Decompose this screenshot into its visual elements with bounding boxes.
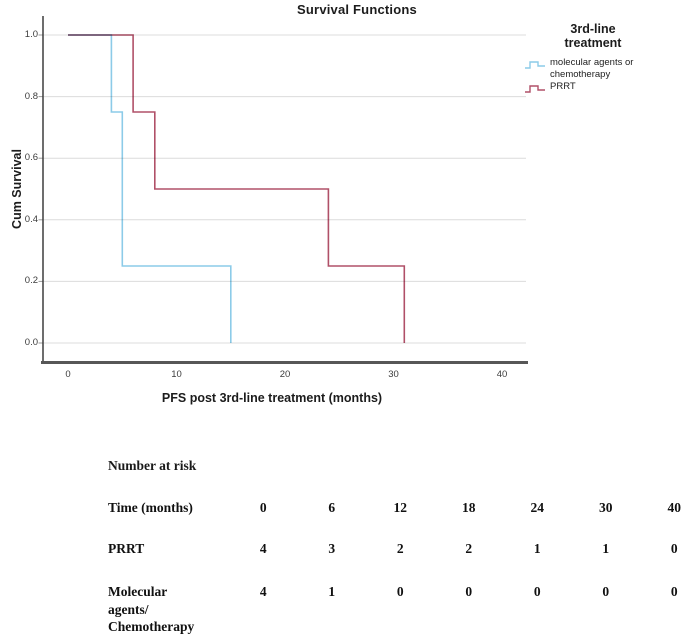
risk-cell: 0 (602, 584, 610, 599)
risk-row-label-line: Time (months) (108, 500, 193, 515)
survival-plot (38, 16, 528, 364)
risk-cell: 4 (259, 541, 267, 556)
legend-entry: molecular agents or chemotherapy (524, 57, 672, 80)
legend-step-icon (524, 57, 550, 76)
legend-entries: molecular agents or chemotherapy PRRT (524, 57, 672, 100)
legend-entry-label: molecular agents or chemotherapy (550, 57, 634, 80)
risk-cell: 3 (328, 541, 336, 556)
risk-cell: 2 (396, 541, 404, 556)
risk-cell: 0 (533, 584, 541, 599)
risk-cell: 1 (328, 584, 336, 599)
risk-cell: 6 (328, 500, 336, 515)
risk-cell: 0 (670, 584, 678, 599)
x-axis-title: PFS post 3rd-line treatment (months) (161, 391, 383, 405)
risk-cell: 1 (602, 541, 610, 556)
legend: 3rd-line treatment molecular agents or c… (524, 22, 672, 101)
risk-data-row: PRRT 4 3 2 2 1 1 0 (108, 540, 687, 558)
risk-table-title: Number at risk (108, 458, 197, 473)
risk-cell: 40 (667, 500, 682, 515)
risk-cell: 12 (393, 500, 408, 515)
legend-entry-label: PRRT (550, 81, 576, 92)
risk-row-label-line: PRRT (108, 541, 145, 556)
risk-row-label-line: agents/ (108, 601, 149, 617)
legend-step-icon (524, 81, 550, 100)
risk-cell: 0 (670, 541, 678, 556)
legend-title-line-1: 3rd-line (570, 22, 616, 36)
legend-entry: PRRT (524, 81, 672, 100)
risk-cell: 1 (533, 541, 541, 556)
chart-title: Survival Functions (297, 2, 417, 17)
risk-row-label: Time (months) (108, 499, 229, 517)
risk-row-label-line: Molecular (108, 584, 168, 599)
risk-row-label: PRRT (108, 540, 229, 558)
km-curve-1 (68, 34, 406, 343)
risk-cell: 30 (599, 500, 613, 515)
risk-row-label: Molecular agents/Chemotherapy (108, 583, 229, 636)
risk-data-row: Molecular agents/Chemotherapy 4 1 0 0 0 0 0 (108, 583, 687, 636)
risk-cell: 18 (462, 500, 476, 515)
risk-cell: 2 (465, 541, 473, 556)
risk-header-row: Time (months) 0 6 12 18 24 30 40 (108, 499, 687, 517)
legend-title-line-2: treatment (564, 36, 622, 50)
risk-row-label-line: Chemotherapy (108, 619, 195, 634)
legend-title: 3rd-line treatment (524, 22, 662, 50)
risk-cell: 24 (530, 500, 545, 515)
y-axis-title: Cum Survival (10, 149, 24, 229)
risk-cell: 0 (396, 584, 404, 599)
risk-cell: 0 (259, 500, 267, 515)
risk-cell: 0 (465, 584, 473, 599)
risk-cell: 4 (259, 584, 267, 599)
